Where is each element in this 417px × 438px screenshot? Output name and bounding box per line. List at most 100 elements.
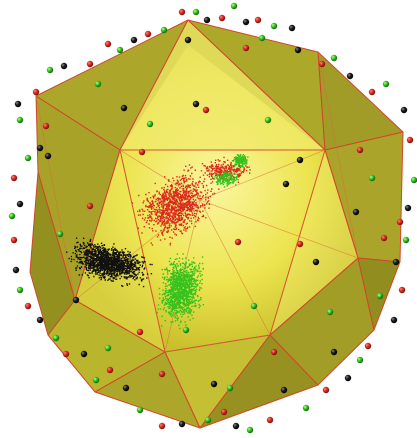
green-marker-sphere: [146, 120, 154, 128]
green-marker-sphere: [230, 2, 238, 10]
red-marker-sphere: [254, 16, 262, 24]
black-marker-sphere: [294, 46, 302, 54]
red-marker-sphere: [218, 14, 226, 22]
red-marker-sphere: [136, 328, 144, 336]
black-marker-sphere: [192, 100, 200, 108]
red-marker-sphere: [42, 122, 50, 130]
black-marker-sphere: [330, 348, 338, 356]
red-marker-sphere: [220, 408, 228, 416]
red-marker-sphere: [178, 8, 186, 16]
black-marker-sphere: [282, 180, 290, 188]
green-marker-sphere: [136, 406, 144, 414]
green-points: [156, 154, 249, 330]
black-marker-sphere: [36, 316, 44, 324]
red-marker-sphere: [202, 106, 210, 114]
point-clouds: [66, 154, 251, 330]
red-marker-sphere: [318, 60, 326, 68]
green-marker-sphere: [160, 26, 168, 34]
vertex-markers: [8, 2, 417, 434]
black-marker-sphere: [346, 72, 354, 80]
black-marker-sphere: [400, 106, 408, 114]
black-marker-sphere: [12, 266, 20, 274]
red-marker-sphere: [296, 240, 304, 248]
green-marker-sphere: [330, 54, 338, 62]
red-marker-sphere: [10, 174, 18, 182]
green-marker-sphere: [326, 308, 334, 316]
black-marker-sphere: [130, 36, 138, 44]
black-point-cloud: [66, 237, 153, 288]
red-marker-sphere: [158, 422, 166, 430]
black-points: [66, 237, 153, 288]
black-marker-sphere: [36, 144, 44, 152]
green-marker-sphere: [302, 404, 310, 412]
red-marker-sphere: [364, 342, 372, 350]
green-marker-sphere: [16, 116, 24, 124]
red-marker-sphere: [406, 136, 414, 144]
black-marker-sphere: [14, 100, 22, 108]
red-marker-sphere: [234, 238, 242, 246]
red-marker-sphere: [380, 234, 388, 242]
green-marker-sphere: [246, 426, 254, 434]
black-marker-sphere: [16, 200, 24, 208]
black-marker-sphere: [344, 374, 352, 382]
green-marker-sphere: [410, 176, 417, 184]
black-marker-sphere: [210, 380, 218, 388]
black-marker-sphere: [404, 204, 412, 212]
green-marker-sphere: [264, 116, 272, 124]
black-marker-sphere: [280, 386, 288, 394]
red-marker-sphere: [396, 218, 404, 226]
green-marker-sphere: [52, 334, 60, 342]
black-marker-sphere: [232, 422, 240, 430]
black-marker-sphere: [60, 62, 68, 70]
green-marker-sphere: [258, 34, 266, 42]
black-marker-sphere: [203, 16, 211, 24]
green-marker-sphere: [92, 376, 100, 384]
red-marker-sphere: [266, 416, 274, 424]
red-marker-sphere: [32, 88, 40, 96]
green-marker-sphere: [192, 8, 200, 16]
green-marker-sphere: [46, 66, 54, 74]
green-point-cloud: [156, 154, 249, 330]
black-marker-sphere: [296, 156, 304, 164]
red-marker-sphere: [86, 202, 94, 210]
green-marker-sphere: [382, 80, 390, 88]
green-marker-sphere: [368, 174, 376, 182]
green-marker-sphere: [356, 356, 364, 364]
green-marker-sphere: [376, 292, 384, 300]
red-marker-sphere: [356, 146, 364, 154]
black-marker-sphere: [312, 258, 320, 266]
icosahedron-faces: [29, 19, 404, 429]
black-marker-sphere: [122, 384, 130, 392]
green-marker-sphere: [402, 236, 410, 244]
red-marker-sphere: [104, 40, 112, 48]
black-marker-sphere: [120, 104, 128, 112]
black-marker-sphere: [352, 208, 360, 216]
green-marker-sphere: [104, 344, 112, 352]
green-marker-sphere: [24, 154, 32, 162]
green-marker-sphere: [116, 46, 124, 54]
green-marker-sphere: [182, 326, 190, 334]
green-marker-sphere: [204, 416, 212, 424]
green-marker-sphere: [250, 302, 258, 310]
red-marker-sphere: [158, 370, 166, 378]
red-marker-sphere: [270, 348, 278, 356]
red-marker-sphere: [10, 236, 18, 244]
green-marker-sphere: [226, 384, 234, 392]
green-marker-sphere: [8, 212, 16, 220]
black-marker-sphere: [392, 258, 400, 266]
black-marker-sphere: [288, 24, 296, 32]
black-marker-sphere: [242, 18, 250, 26]
red-marker-sphere: [144, 30, 152, 38]
black-marker-sphere: [44, 152, 52, 160]
green-marker-sphere: [56, 230, 64, 238]
red-marker-sphere: [322, 386, 330, 394]
red-marker-sphere: [242, 44, 250, 52]
green-marker-sphere: [94, 80, 102, 88]
red-marker-sphere: [62, 350, 70, 358]
red-marker-sphere: [106, 366, 114, 374]
red-marker-sphere: [138, 148, 146, 156]
red-marker-sphere: [368, 88, 376, 96]
red-marker-sphere: [24, 302, 32, 310]
black-marker-sphere: [178, 420, 186, 428]
